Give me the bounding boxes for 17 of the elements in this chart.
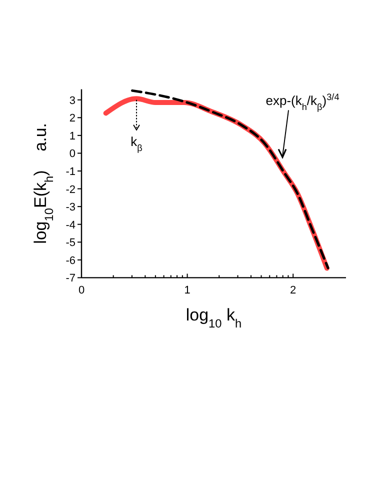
x-tick-label: 1	[184, 284, 190, 297]
y-tick-label: 2	[69, 112, 76, 125]
annotation: exp-(k$_{h}$/k$_{β}$)$^{3/4}$	[266, 92, 340, 112]
y-tick-label: -2	[66, 184, 76, 196]
y-tick-label: 0	[69, 148, 76, 160]
y-tick-label: -1	[66, 166, 76, 178]
y-tick-label: 3	[69, 94, 76, 107]
annotation: k$_{β}$	[130, 134, 142, 153]
x-tick-label: 2	[290, 284, 296, 297]
y-tick-label: -5	[66, 237, 76, 250]
x-axis-title: log$_{10}$ k$_{h}$	[186, 306, 242, 331]
y-tick-label: 1	[69, 130, 76, 142]
y-tick-label: -7	[66, 272, 76, 285]
y-tick-label: -6	[66, 254, 76, 267]
y-tick-label: -4	[66, 219, 76, 232]
x-tick-label: 0	[78, 284, 85, 297]
y-tick-label: -3	[66, 202, 76, 214]
